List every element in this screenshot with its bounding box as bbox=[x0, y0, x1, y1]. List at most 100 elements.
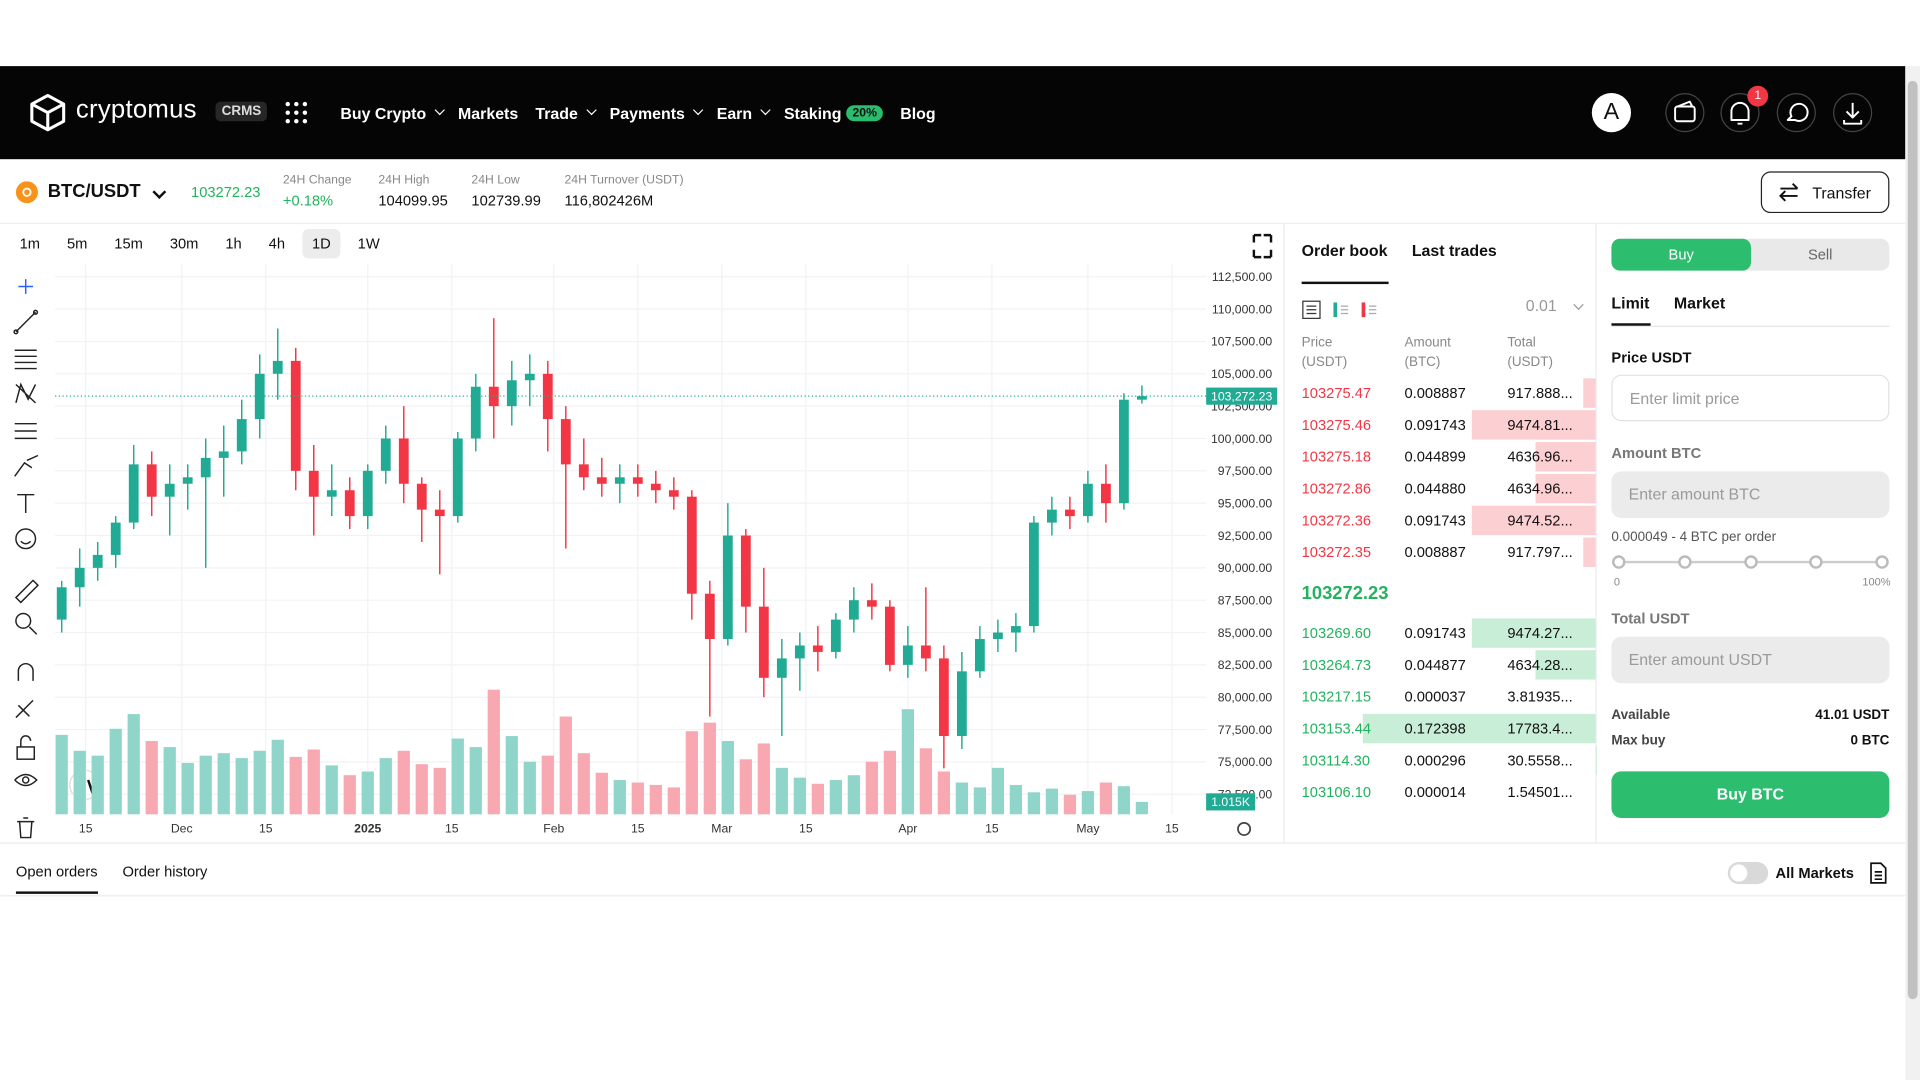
volume-bar bbox=[847, 775, 860, 815]
nav-item[interactable]: Markets bbox=[458, 103, 518, 121]
order-price[interactable]: 103153.44 bbox=[1301, 720, 1372, 738]
avatar[interactable]: A bbox=[1591, 93, 1632, 133]
column-header: Price (USDT) bbox=[1301, 335, 1348, 370]
order-amount: 0.008887 bbox=[1404, 384, 1466, 402]
candle-body bbox=[110, 522, 121, 555]
volume-bar bbox=[595, 772, 608, 815]
transfer-button[interactable]: Transfer bbox=[1760, 171, 1890, 214]
nav-item[interactable]: Buy Crypto bbox=[340, 103, 446, 122]
scroll-thumb[interactable] bbox=[1907, 80, 1918, 1000]
nav-item[interactable]: Trade bbox=[535, 103, 597, 122]
wallet-button[interactable] bbox=[1665, 93, 1705, 133]
all-markets-toggle[interactable] bbox=[1727, 862, 1769, 885]
candle-body bbox=[344, 490, 355, 517]
pair[interactable]: BTC/USDT bbox=[47, 181, 141, 203]
order-amount: 0.008887 bbox=[1404, 543, 1466, 561]
notification-count: 1 bbox=[1747, 85, 1769, 107]
apps-icon[interactable] bbox=[285, 101, 308, 124]
nav-item[interactable]: Earn bbox=[717, 103, 771, 122]
buy-tab[interactable]: Buy bbox=[1611, 238, 1752, 271]
order-price[interactable]: 103264.73 bbox=[1301, 656, 1372, 674]
timeframe[interactable]: 15m bbox=[114, 235, 143, 253]
timeframe[interactable]: 1W bbox=[357, 235, 380, 253]
volume-bar bbox=[991, 767, 1005, 815]
volume-bar bbox=[811, 783, 824, 815]
volume-bar bbox=[271, 739, 284, 815]
order-price[interactable]: 103275.18 bbox=[1301, 448, 1372, 466]
tab-underline bbox=[15, 891, 98, 894]
candle-body bbox=[920, 645, 931, 659]
order-amount: 0.091743 bbox=[1404, 624, 1466, 642]
stat-value: 104099.95 bbox=[378, 192, 448, 210]
order-price[interactable]: 103275.47 bbox=[1301, 384, 1372, 402]
order-price[interactable]: 103272.36 bbox=[1301, 511, 1372, 529]
y-tick-label: 112,500.00 bbox=[1212, 270, 1273, 284]
nav-badge: 20% bbox=[846, 104, 884, 121]
order-amount: 0.044877 bbox=[1404, 656, 1466, 674]
nav-item[interactable]: Blog bbox=[900, 103, 935, 121]
order-price[interactable]: 103269.60 bbox=[1301, 624, 1372, 642]
timeframe[interactable]: 1D bbox=[302, 228, 341, 259]
order-price[interactable]: 103272.35 bbox=[1301, 543, 1372, 561]
total-input[interactable]: Enter amount USDT bbox=[1611, 636, 1890, 684]
order-price[interactable]: 103106.10 bbox=[1301, 783, 1372, 801]
depth-bar bbox=[1535, 442, 1596, 472]
order-price[interactable]: 103272.86 bbox=[1301, 480, 1372, 498]
volume-bar bbox=[793, 777, 806, 815]
candle-body bbox=[1064, 509, 1075, 517]
open-orders-tab[interactable]: Open orders bbox=[15, 863, 98, 881]
order-book: Order book Last trades 0.01 Price (USDT)… bbox=[1283, 222, 1597, 843]
volume-bar bbox=[217, 753, 230, 815]
order-book-tab[interactable]: Order book bbox=[1301, 241, 1388, 260]
order-price[interactable]: 103217.15 bbox=[1301, 688, 1372, 706]
settings-icon[interactable] bbox=[1237, 822, 1252, 836]
precision[interactable]: 0.01 bbox=[1525, 296, 1557, 315]
timeframe[interactable]: 30m bbox=[169, 235, 199, 253]
nav-label: Buy Crypto bbox=[340, 103, 427, 122]
volume-bar bbox=[631, 782, 644, 815]
order-price[interactable]: 103114.30 bbox=[1301, 751, 1371, 769]
candle-body bbox=[236, 419, 247, 452]
amount-input[interactable]: Enter amount BTC bbox=[1611, 471, 1890, 518]
notifications-button[interactable] bbox=[1720, 93, 1760, 133]
amount-slider[interactable] bbox=[1611, 553, 1893, 570]
download-button[interactable] bbox=[1833, 93, 1873, 133]
precision-chevron[interactable] bbox=[1573, 299, 1584, 310]
nav-label: Staking bbox=[783, 103, 842, 122]
timeframe[interactable]: 1m bbox=[19, 235, 41, 253]
drawing-toolbar bbox=[13, 279, 39, 839]
timeframe[interactable]: 5m bbox=[66, 235, 88, 253]
market-tab[interactable]: Market bbox=[1673, 293, 1726, 313]
price-input[interactable]: Enter limit price bbox=[1611, 374, 1890, 422]
brand[interactable]: cryptomus bbox=[75, 95, 197, 124]
pair-chevron[interactable] bbox=[152, 185, 167, 200]
scrollbar[interactable] bbox=[1905, 66, 1920, 1080]
timeframe[interactable]: 1h bbox=[225, 235, 242, 253]
nav-item[interactable]: Staking 20% bbox=[783, 103, 884, 122]
report-icon[interactable] bbox=[1870, 862, 1887, 884]
volume-bar bbox=[1099, 782, 1113, 815]
view-toggles[interactable] bbox=[1302, 300, 1388, 320]
timeframe[interactable]: 4h bbox=[268, 235, 286, 253]
x-tick-label: 15 bbox=[79, 822, 93, 836]
volume-bar bbox=[1135, 801, 1149, 815]
fullscreen-icon[interactable] bbox=[1252, 233, 1273, 259]
buy-button[interactable]: Buy BTC bbox=[1611, 771, 1890, 818]
last-trades-tab[interactable]: Last trades bbox=[1411, 241, 1497, 260]
price-chart: 72,500.0075,000.0077,500.0080,000.0082,5… bbox=[13, 233, 1278, 839]
volume-bar bbox=[667, 787, 680, 815]
sell-tab[interactable]: Sell bbox=[1807, 246, 1833, 264]
order-price[interactable]: 103275.46 bbox=[1301, 416, 1372, 434]
max-buy-value: 0 BTC bbox=[1850, 733, 1890, 749]
candle-body bbox=[632, 477, 643, 484]
amount-label: Amount BTC bbox=[1611, 444, 1702, 462]
chat-button[interactable] bbox=[1776, 93, 1816, 133]
chevron bbox=[434, 104, 446, 116]
candle-body bbox=[938, 658, 949, 737]
volume-bar bbox=[469, 747, 482, 815]
order-history-tab[interactable]: Order history bbox=[122, 863, 208, 881]
volume-bar bbox=[505, 736, 518, 815]
volume-bar bbox=[685, 731, 698, 815]
nav-item[interactable]: Payments bbox=[610, 103, 704, 122]
limit-tab[interactable]: Limit bbox=[1611, 293, 1650, 313]
